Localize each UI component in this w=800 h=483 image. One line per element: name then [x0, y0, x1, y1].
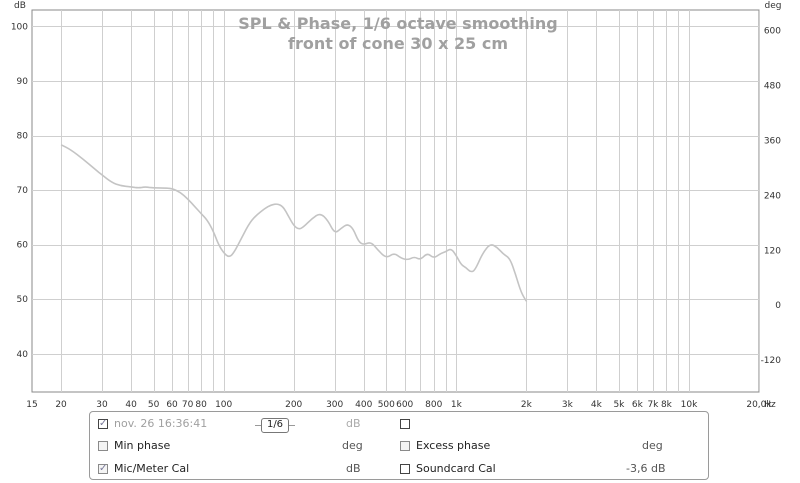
phase-row: Min phase deg Excess phase deg: [90, 438, 708, 456]
x-tick-label: 10k: [681, 400, 698, 410]
excess-phase-checkbox[interactable]: [400, 441, 410, 451]
y-tick-label: 100: [11, 22, 28, 32]
x-tick-label: 70: [182, 400, 194, 410]
extra-checkbox[interactable]: [400, 419, 410, 429]
x-tick-label: 500: [378, 400, 395, 410]
y-tick-label: 80: [17, 132, 29, 142]
right-axis-unit: deg: [765, 1, 782, 11]
x-tick-label: 20: [55, 400, 67, 410]
y-right-tick-label: 600: [764, 27, 781, 37]
chart-title: SPL & Phase, 1/6 octave smoothing: [238, 14, 557, 33]
x-tick-label: 1k: [451, 400, 463, 410]
x-tick-label: 60: [166, 400, 178, 410]
mic-cal-checkbox[interactable]: ✓: [98, 463, 108, 474]
y-tick-label: 50: [17, 295, 29, 305]
x-tick-label: 80: [195, 400, 207, 410]
x-tick-label: 400: [355, 400, 372, 410]
y-right-tick-label: 360: [764, 136, 781, 146]
mic-cal-unit: dB: [346, 462, 361, 475]
x-tick-label: 30: [96, 400, 108, 410]
x-axis-unit: Hz: [764, 400, 776, 410]
measurement-panel: ✓ nov. 26 16:36:41 1/6 dB Min phase deg …: [89, 411, 709, 480]
y-right-tick-label: 0: [775, 301, 781, 311]
excess-phase-unit: deg: [642, 439, 663, 452]
x-tick-label: 800: [425, 400, 442, 410]
x-tick-label: 5k: [613, 400, 625, 410]
min-phase-unit: deg: [342, 439, 363, 452]
y-right-tick-label: -120: [761, 356, 782, 366]
y-right-tick-label: 480: [764, 82, 781, 92]
x-tick-label: 50: [148, 400, 160, 410]
x-tick-label: 200: [285, 400, 302, 410]
x-tick-label: 600: [396, 400, 413, 410]
y-tick-label: 60: [17, 241, 29, 251]
x-tick-label: 3k: [562, 400, 574, 410]
min-phase-checkbox[interactable]: [98, 441, 108, 451]
min-phase-label: Min phase: [114, 439, 171, 452]
cal-row: ✓ Mic/Meter Cal dB Soundcard Cal -3,6 dB: [90, 461, 708, 479]
y-right-tick-label: 240: [764, 191, 781, 201]
measurement-checkbox[interactable]: ✓: [98, 418, 108, 429]
measurement-row: ✓ nov. 26 16:36:41 1/6 dB: [90, 416, 708, 434]
soundcard-cal-value: -3,6 dB: [626, 462, 666, 475]
x-tick-label: 300: [326, 400, 343, 410]
measurement-unit: dB: [346, 417, 361, 430]
x-tick-label: 100: [215, 400, 232, 410]
excess-phase-label: Excess phase: [416, 439, 491, 452]
y-tick-label: 70: [17, 186, 29, 196]
mic-cal-label: Mic/Meter Cal: [114, 462, 190, 475]
x-tick-label: 2k: [521, 400, 533, 410]
y-right-tick-label: 120: [764, 246, 781, 256]
soundcard-cal-checkbox[interactable]: [400, 464, 410, 474]
x-tick-label: 7k: [647, 400, 659, 410]
x-tick-label: 4k: [591, 400, 603, 410]
spl-chart: 15 20 30 40 50 60 70 80 100 200 300 400 500 600 800 1k 2…: [11, 1, 782, 410]
plot-area: [31, 9, 760, 393]
x-tick-label: 40: [125, 400, 137, 410]
x-tick-label: 15: [26, 400, 37, 410]
x-tick-label: 20,0k: [746, 400, 772, 410]
grid-lines: [32, 10, 760, 392]
y-tick-label: 90: [17, 77, 29, 87]
y-tick-label: 40: [17, 350, 29, 360]
chart-subtitle: front of cone 30 x 25 cm: [288, 34, 508, 53]
soundcard-cal-label: Soundcard Cal: [416, 462, 496, 475]
spl-curve: [60, 144, 528, 302]
left-axis-unit: dB: [14, 1, 26, 11]
smoothing-selector[interactable]: 1/6: [255, 418, 295, 433]
measurement-name[interactable]: nov. 26 16:36:41: [114, 417, 208, 430]
x-tick-label: 8k: [661, 400, 673, 410]
x-tick-label: 6k: [632, 400, 644, 410]
tick-labels: 15 20 30 40 50 60 70 80 100 200 300 400 500 600 800 1k 2…: [11, 22, 781, 410]
